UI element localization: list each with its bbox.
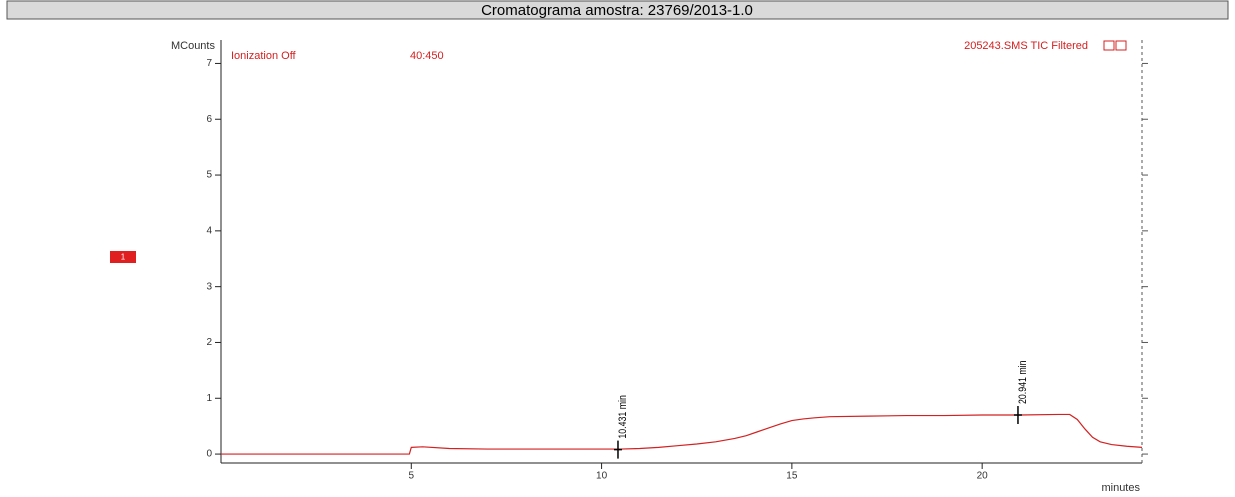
title-bar <box>6 0 1229 20</box>
x-tick-label: 10 <box>596 471 608 482</box>
y-tick-label: 4 <box>206 225 212 236</box>
peak-label: 20.941 min <box>1017 360 1029 404</box>
y-axis-label: MCounts <box>171 40 216 52</box>
window-icon <box>1115 40 1127 51</box>
header-left: Ionization Off <box>231 50 297 62</box>
x-tick-label: 5 <box>409 471 415 482</box>
y-tick-label: 0 <box>206 449 212 460</box>
y-tick-label: 6 <box>206 114 212 125</box>
y-tick-label: 5 <box>206 170 212 181</box>
trace-tag: 1 <box>121 253 126 262</box>
x-tick-label: 20 <box>977 471 989 482</box>
y-tick-label: 2 <box>206 337 212 348</box>
window-icon <box>1103 40 1115 51</box>
trace-line <box>221 413 1143 455</box>
x-axis-label: minutes <box>1101 482 1140 492</box>
chart-title: Cromatograma amostra: 23769/2013-1.0 <box>481 2 753 19</box>
trace-tag-box <box>110 251 136 263</box>
y-tick-label: 1 <box>206 393 212 404</box>
y-tick-label: 3 <box>206 281 212 292</box>
x-tick-label: 15 <box>786 471 798 482</box>
y-tick-label: 7 <box>206 58 212 69</box>
header-mid: 40:450 <box>410 50 444 62</box>
header-right: 205243.SMS TIC Filtered <box>964 40 1088 52</box>
peak-label: 10.431 min <box>617 395 629 439</box>
